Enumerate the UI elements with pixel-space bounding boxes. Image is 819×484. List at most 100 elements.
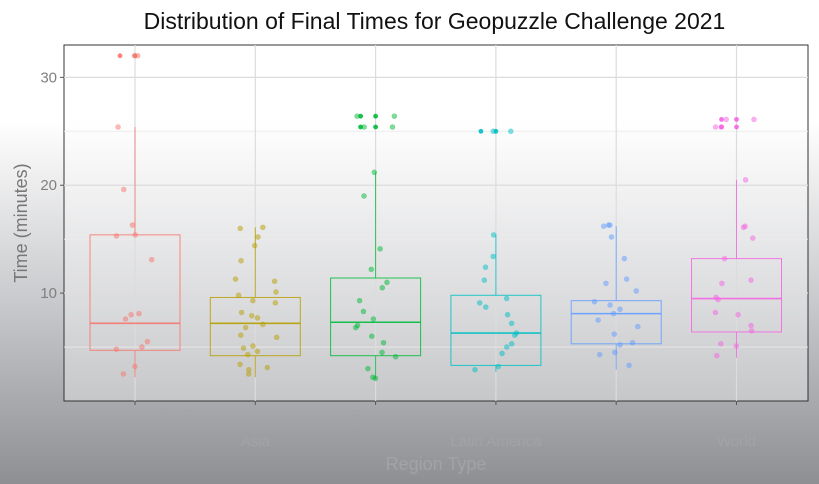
- jitter-point: [617, 342, 623, 348]
- jitter-point: [242, 324, 249, 331]
- jitter-point: [132, 232, 139, 238]
- jitter-point: [148, 256, 155, 263]
- jitter-point: [273, 289, 279, 295]
- jitter-point: [623, 276, 630, 282]
- jitter-point: [721, 255, 728, 262]
- jitter-point: [600, 223, 607, 230]
- jitter-point: [260, 224, 266, 231]
- jitter-point: [136, 310, 142, 317]
- jitter-point: [733, 343, 740, 349]
- jitter-point: [490, 128, 497, 135]
- outlier-point: [734, 117, 739, 122]
- jitter-point: [272, 300, 279, 306]
- jitter-point: [372, 375, 379, 382]
- jitter-point: [503, 295, 510, 302]
- jitter-point: [250, 297, 256, 304]
- jitter-point: [144, 338, 151, 345]
- jitter-point: [361, 124, 367, 130]
- jitter-point: [490, 232, 497, 238]
- jitter-point: [719, 280, 725, 287]
- jitter-point: [370, 316, 377, 322]
- x-tick-label: World: [717, 433, 756, 450]
- jitter-point: [391, 113, 398, 119]
- jitter-point: [472, 366, 478, 373]
- jitter-point: [371, 169, 378, 176]
- jitter-point: [504, 311, 511, 318]
- outlier-point: [117, 53, 123, 59]
- jitter-point: [718, 341, 724, 347]
- jitter-point: [139, 344, 145, 350]
- outlier-point: [719, 117, 724, 122]
- jitter-point: [356, 297, 363, 304]
- y-axis: 10 20 30: [40, 69, 64, 302]
- jitter-point: [617, 306, 623, 313]
- jitter-point: [742, 177, 749, 183]
- jitter-point: [113, 233, 120, 239]
- x-axis-title: Region Type: [386, 454, 487, 474]
- jitter-point: [591, 298, 598, 305]
- box-body: [450, 294, 542, 366]
- jitter-point: [245, 371, 252, 377]
- jitter-point: [389, 124, 396, 130]
- box-layer: [89, 53, 782, 380]
- jitter-point: [354, 113, 360, 119]
- chart-title: Distribution of Final Times for Geopuzzl…: [143, 8, 726, 34]
- jitter-point: [384, 279, 390, 286]
- jitter-point: [360, 308, 367, 315]
- y-axis-title: Time (minutes): [11, 163, 31, 282]
- plot-panel: [63, 44, 809, 402]
- box-body: [691, 258, 782, 333]
- outlier-point: [478, 128, 484, 134]
- y-tick-label: 30: [40, 69, 57, 86]
- jitter-point: [712, 124, 719, 130]
- jitter-point: [476, 300, 483, 306]
- jitter-point: [122, 316, 129, 322]
- jitter-point: [607, 302, 613, 308]
- jitter-point: [248, 312, 255, 319]
- jitter-point: [595, 317, 601, 323]
- jitter-point: [482, 264, 489, 271]
- x-axis: Africa and Middle East Asia Europe Latin Am…: [60, 401, 756, 450]
- outlier-point: [358, 113, 363, 119]
- jitter-point: [120, 186, 127, 193]
- jitter-point: [132, 363, 138, 370]
- jitter-point: [237, 225, 244, 232]
- jitter-point: [723, 116, 729, 123]
- jitter-point: [377, 246, 383, 252]
- outlier-point: [358, 124, 363, 130]
- jitter-point: [749, 235, 756, 241]
- jitter-point: [245, 351, 251, 358]
- jitter-point: [392, 353, 399, 360]
- jitter-point: [260, 321, 266, 328]
- jitter-point: [237, 361, 243, 368]
- jitter-point: [511, 332, 518, 338]
- jitter-point: [379, 349, 385, 356]
- jitter-point: [129, 222, 136, 228]
- jitter-point: [352, 324, 359, 331]
- jitter-point: [255, 234, 261, 240]
- jitter-point: [735, 311, 741, 318]
- jitter-point: [273, 334, 280, 341]
- outlier-point: [734, 124, 739, 130]
- box-body: [330, 277, 422, 357]
- jitter-point: [115, 124, 121, 130]
- jitter-point: [237, 332, 244, 338]
- jitter-point: [365, 365, 371, 372]
- jitter-point: [128, 311, 134, 318]
- jitter-point: [481, 277, 488, 283]
- jitter-point: [507, 128, 514, 135]
- jitter-point: [232, 276, 239, 282]
- x-tick-label: Latin America: [450, 433, 542, 450]
- jitter-point: [254, 315, 261, 321]
- jitter-point: [610, 310, 617, 317]
- jitter-point: [612, 349, 618, 356]
- jitter-point: [368, 266, 375, 273]
- grid-layer: [64, 45, 808, 401]
- jitter-point: [113, 346, 120, 353]
- jitter-point: [508, 320, 515, 327]
- box-body: [209, 296, 301, 357]
- jitter-point: [634, 323, 641, 330]
- jitter-point: [603, 280, 609, 287]
- x-tick-label: Europe: [351, 412, 399, 429]
